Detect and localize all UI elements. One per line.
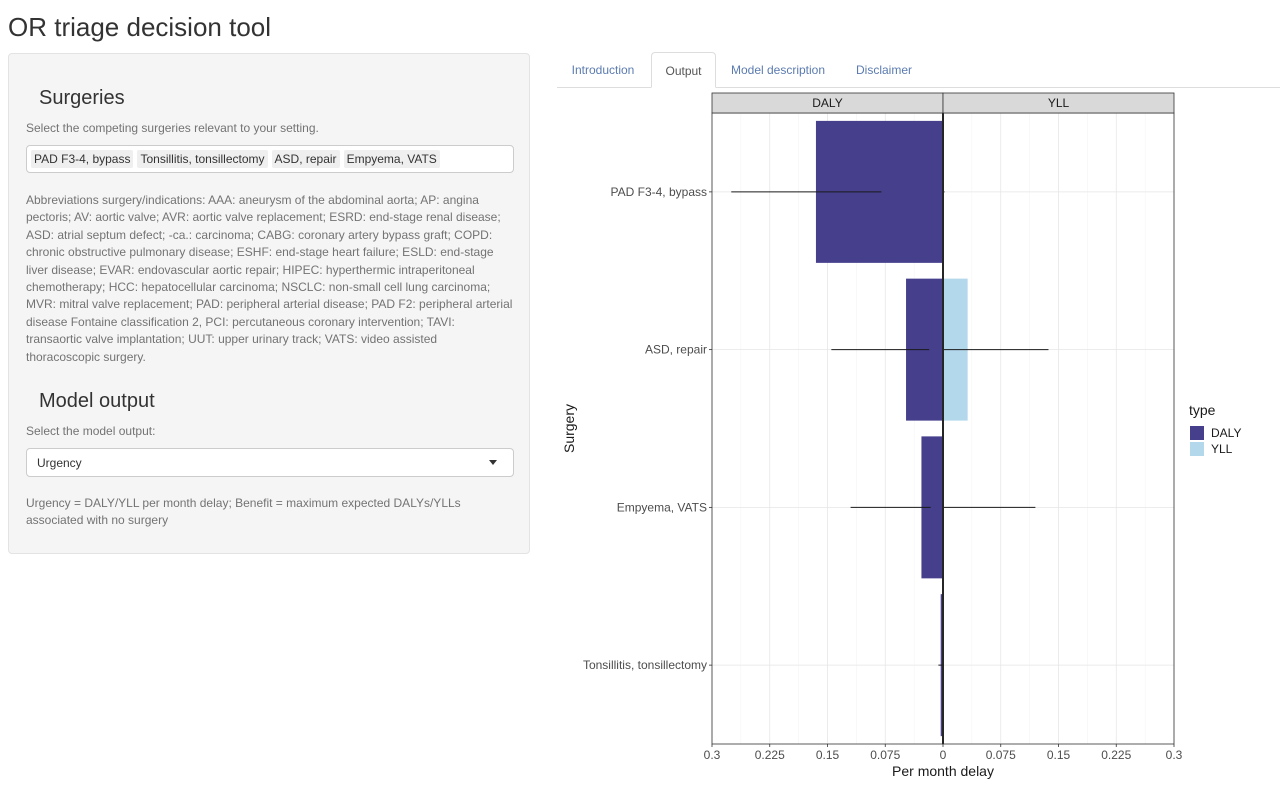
model-output-select[interactable]: Urgency (26, 448, 514, 477)
selected-surgery-chip[interactable]: PAD F3-4, bypass (31, 150, 134, 168)
chevron-down-icon (489, 460, 497, 465)
x-tick-label: 0.075 (986, 748, 1016, 762)
tab-introduction[interactable]: Introduction (571, 63, 635, 77)
x-tick-label: 0.3 (704, 748, 721, 762)
sidebar-panel: Surgeries Select the competing surgeries… (8, 53, 530, 554)
tab-bar: Introduction Output Model description Di… (557, 52, 1280, 88)
selected-surgery-chip[interactable]: Empyema, VATS (343, 150, 440, 168)
x-tick-label: 0.15 (1047, 748, 1071, 762)
y-axis-title: Surgery (561, 404, 577, 453)
legend-key (1190, 426, 1204, 440)
surgeries-help: Select the competing surgeries relevant … (26, 121, 319, 135)
facet-strip-yll (942, 92, 1175, 114)
facet-label-daly: DALY (812, 96, 842, 110)
y-tick-label: PAD F3-4, bypass (611, 185, 707, 199)
x-tick-label: 0.225 (755, 748, 785, 762)
bar-daly (921, 436, 943, 579)
x-tick-label: 0.225 (1101, 748, 1131, 762)
model-output-help: Select the model output: (26, 424, 156, 438)
model-output-note: Urgency = DALY/YLL per month delay; Bene… (26, 496, 461, 528)
surgeries-multiselect[interactable]: PAD F3-4, bypass Tonsillitis, tonsillect… (26, 145, 514, 173)
y-tick-label: Tonsillitis, tonsillectomy (583, 658, 707, 672)
x-tick-label: 0.075 (870, 748, 900, 762)
facet-label-yll: YLL (1048, 96, 1070, 110)
y-tick-label: ASD, repair (645, 343, 707, 357)
x-tick-label: 0 (940, 748, 947, 762)
app-title: OR triage decision tool (8, 12, 272, 42)
x-axis-title: Per month delay (892, 763, 994, 779)
model-output-title: Model output (39, 390, 155, 412)
x-tick-label: 0.3 (1166, 748, 1183, 762)
legend-key (1190, 442, 1204, 456)
y-tick-label: Empyema, VATS (617, 500, 707, 514)
selected-surgery-chip[interactable]: Tonsillitis, tonsillectomy (137, 150, 268, 168)
tab-output[interactable]: Output (651, 52, 716, 88)
tab-disclaimer[interactable]: Disclaimer (855, 63, 912, 77)
abbreviations-text: Abbreviations surgery/indications: AAA: … (26, 193, 513, 364)
legend-label: DALY (1211, 426, 1241, 440)
legend-label: YLL (1211, 442, 1233, 456)
model-output-selected: Urgency (37, 455, 82, 470)
legend-title: type (1189, 402, 1216, 418)
surgeries-title: Surgeries (39, 87, 125, 109)
selected-surgery-chip[interactable]: ASD, repair (271, 150, 340, 168)
urgency-chart: DALY YLL PAD F3-4, bypass ASD, repair Empyem… (561, 92, 1241, 779)
x-tick-label: 0.15 (816, 748, 840, 762)
tab-model-description[interactable]: Model description (730, 63, 826, 77)
